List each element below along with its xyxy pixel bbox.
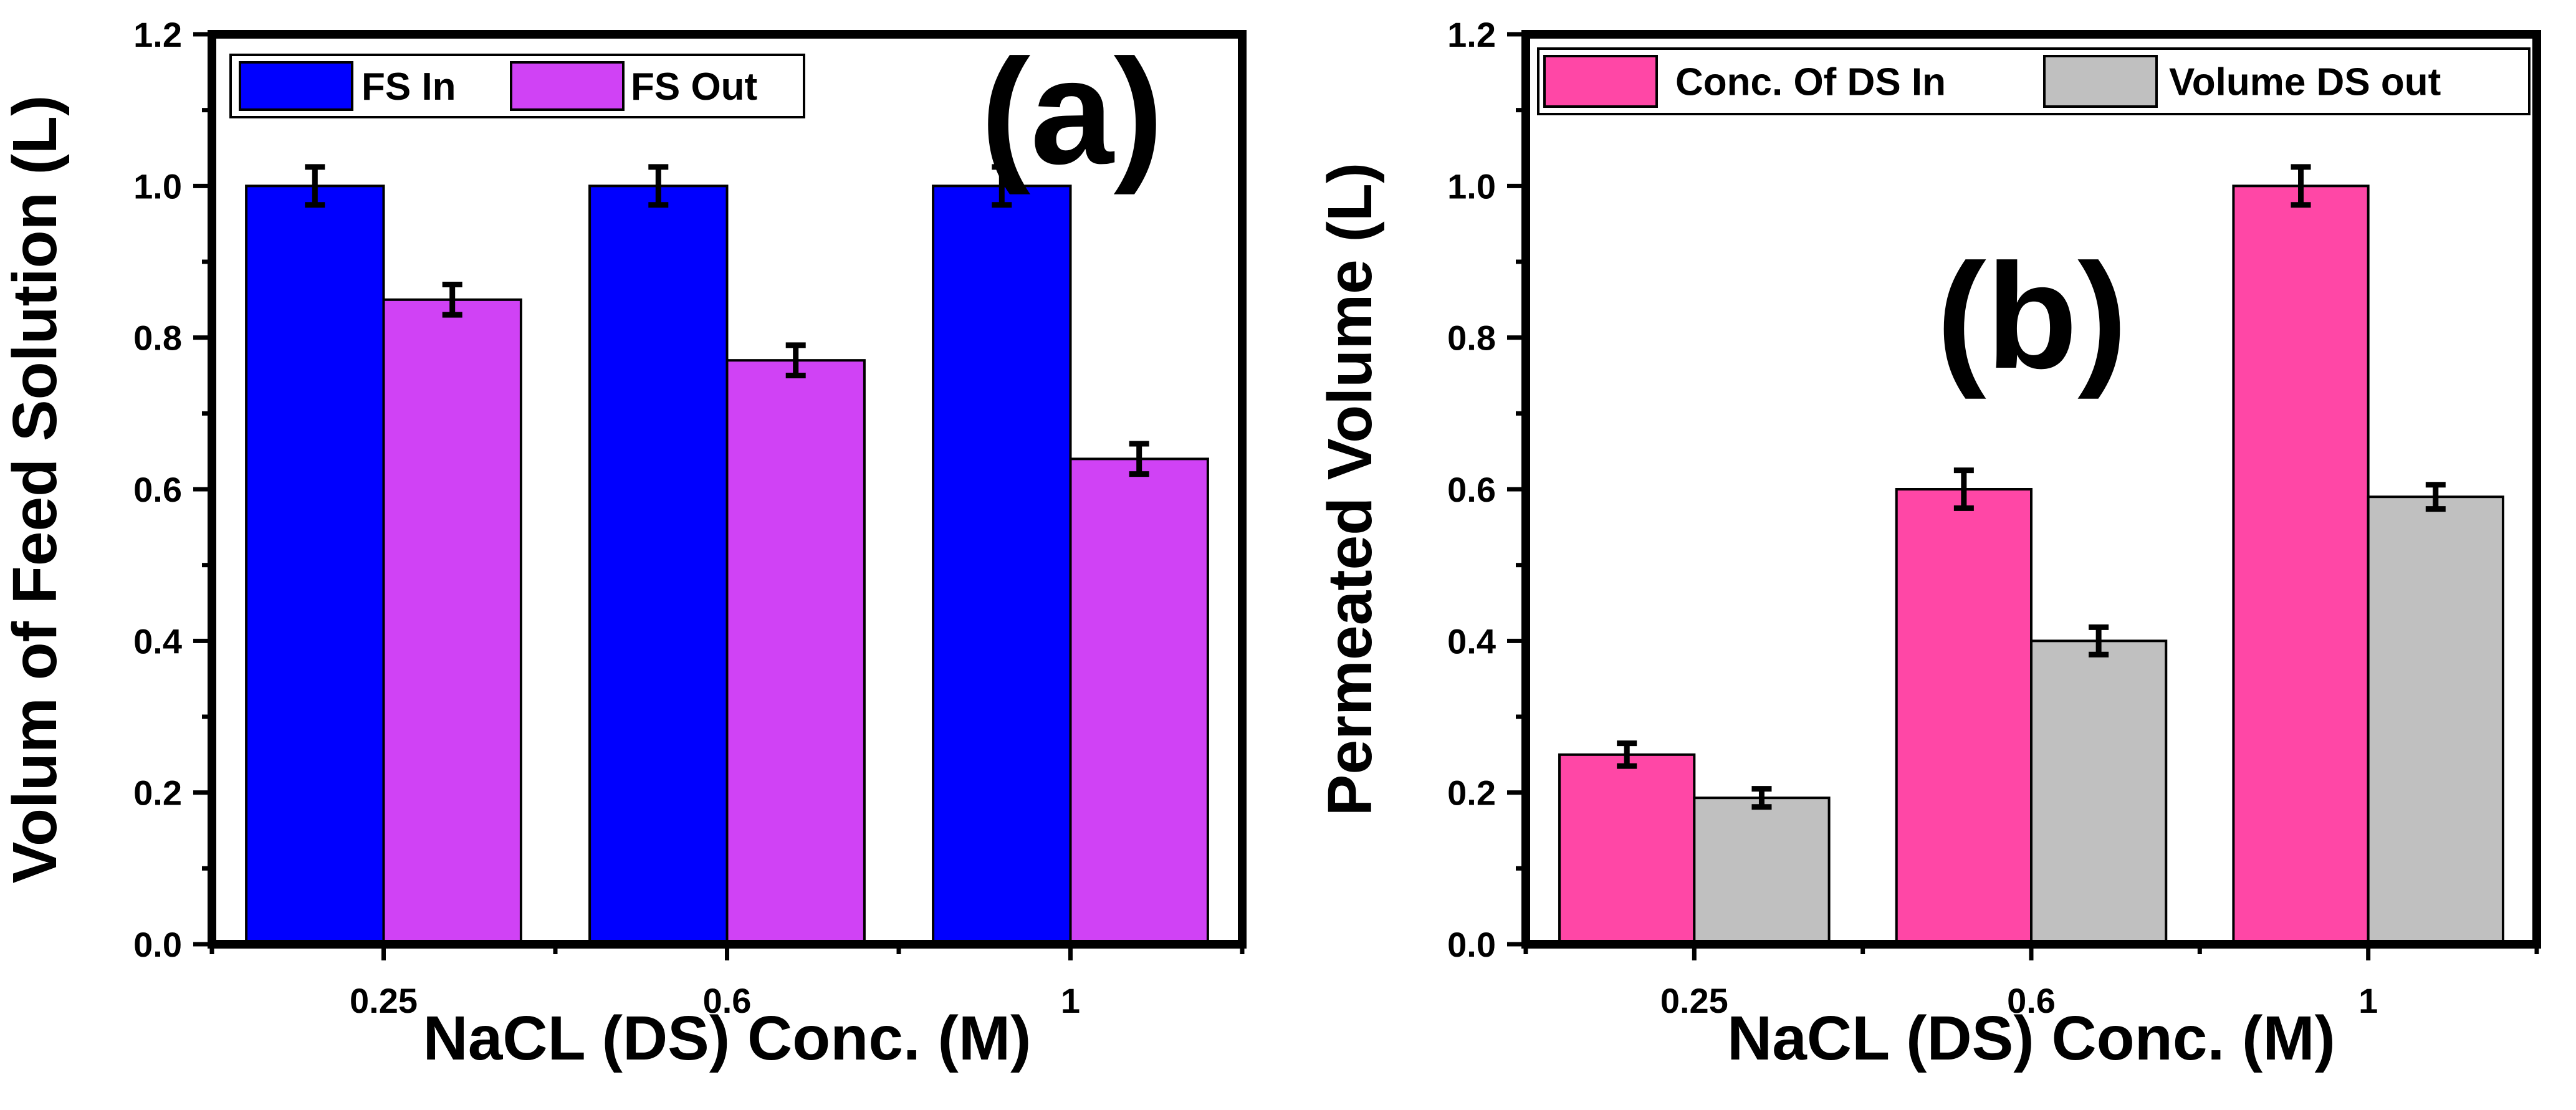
y-axis-label: Volum of Feed Solution (L)	[0, 95, 70, 884]
x-tick-label: 0.6	[2007, 981, 2056, 1020]
y-tick-label: 1.2	[133, 15, 182, 54]
x-tick-label: 0.6	[703, 981, 752, 1020]
panel-label: (a)	[980, 28, 1163, 195]
x-tick-label: 0.25	[1660, 981, 1728, 1020]
y-tick-label: 0.0	[1447, 925, 1496, 964]
bar-series2	[2030, 639, 2168, 946]
bar-series2	[725, 359, 866, 945]
bar-series2	[1693, 797, 1831, 946]
legend-label: FS Out	[631, 65, 757, 108]
legend-box	[1537, 47, 2531, 115]
y-tick-label: 0.2	[1447, 773, 1496, 813]
bar-series2	[1069, 457, 1209, 945]
legend-swatch	[510, 61, 625, 111]
y-tick-label: 0.6	[1447, 470, 1496, 509]
y-tick-label: 1.0	[1447, 166, 1496, 206]
bar-series1	[2232, 184, 2370, 945]
y-tick-label: 0.4	[1447, 621, 1496, 661]
y-tick-label: 1.0	[133, 166, 182, 206]
bar-series1	[932, 184, 1072, 945]
y-tick-label: 0.4	[133, 621, 182, 661]
legend-label: FS In	[362, 65, 456, 108]
y-axis-label: Permeated Volume (L)	[1315, 163, 1385, 816]
bar-series2	[382, 298, 522, 945]
y-tick-label: 0.0	[133, 925, 182, 964]
y-tick-label: 1.2	[1447, 15, 1496, 54]
bar-series1	[1558, 753, 1696, 946]
y-tick-label: 0.8	[1447, 318, 1496, 358]
legend-swatch	[239, 61, 353, 111]
x-axis-label: NaCL (DS) Conc. (M)	[1727, 1003, 2335, 1073]
x-tick-label: 1	[2358, 981, 2378, 1020]
plot-frame	[1521, 30, 2541, 949]
y-tick-label: 0.6	[133, 470, 182, 509]
panel-label: (b)	[1937, 232, 2127, 400]
bar-series1	[1895, 488, 2033, 945]
bar-series2	[2367, 495, 2504, 945]
legend-label: Volume DS out	[2169, 61, 2441, 104]
x-tick-label: 1	[1061, 981, 1080, 1020]
plot-frame	[208, 30, 1247, 949]
chart-panel-a: 0.25 0.6 1 0.0 0.2 0.4 0.6 0.8 1.0 1.2 NaCL (DS) C…	[0, 15, 1247, 1073]
x-tick-label: 0.25	[350, 981, 418, 1020]
y-tick-label: 0.8	[133, 318, 182, 358]
bar-series1	[588, 184, 729, 945]
legend-label: Conc. Of DS In	[1675, 61, 1946, 104]
legend-swatch	[2043, 55, 2158, 108]
y-tick-label: 0.2	[133, 773, 182, 813]
bar-series1	[245, 184, 385, 945]
legend-swatch	[1543, 55, 1658, 108]
chart-panel-b: 0.25 0.6 1 0.0 0.2 0.4 0.6 0.8 1.0 1.2 NaCL (DS) C…	[1315, 15, 2541, 1073]
x-axis-label: NaCL (DS) Conc. (M)	[423, 1003, 1032, 1073]
